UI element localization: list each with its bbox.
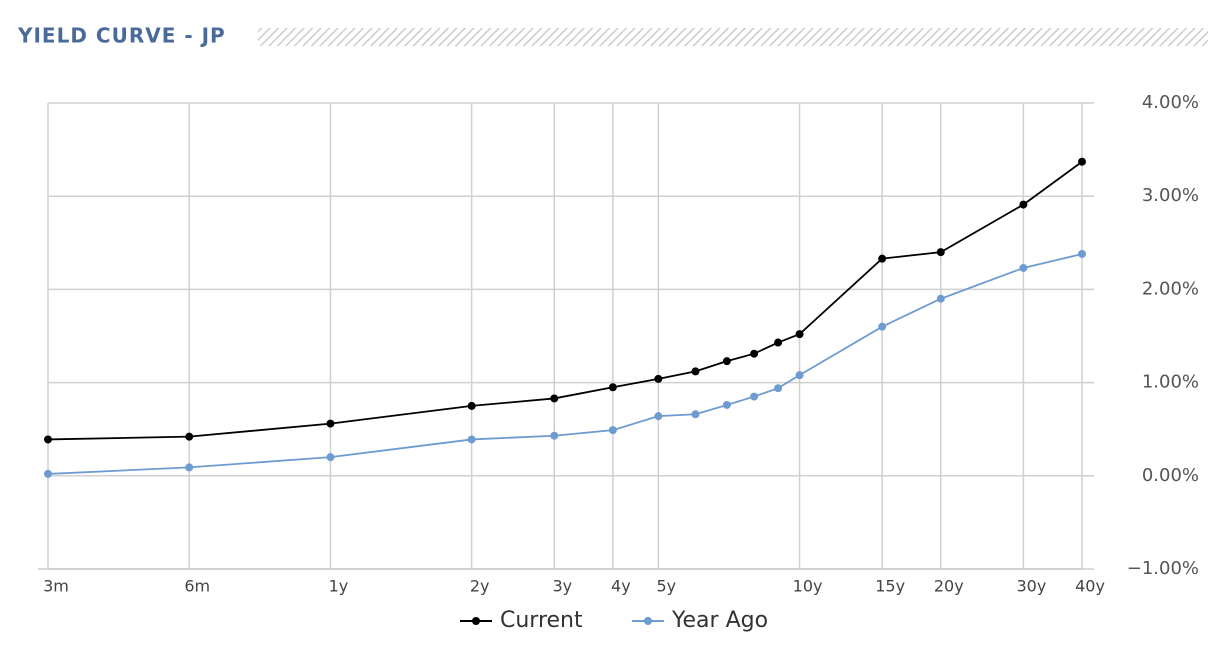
data-point — [467, 401, 476, 410]
y-tick-label: 4.00% — [1142, 92, 1199, 113]
data-point — [467, 435, 476, 444]
data-point — [750, 349, 759, 358]
data-point — [691, 410, 700, 419]
legend-marker — [472, 617, 480, 625]
x-tick-label: 30y — [1016, 577, 1046, 596]
chart-title: YIELD CURVE - JP — [17, 24, 226, 48]
x-tick-label: 15y — [875, 577, 905, 596]
data-point — [722, 357, 731, 366]
data-point — [1078, 157, 1086, 166]
y-tick-label: 0.00% — [1142, 465, 1199, 486]
x-tick-label: 3m — [43, 577, 69, 596]
x-tick-label: 1y — [329, 577, 349, 596]
data-point — [654, 412, 663, 421]
data-point — [774, 384, 783, 393]
data-point — [326, 419, 335, 428]
data-point — [44, 435, 52, 444]
x-tick-label: 4y — [611, 577, 631, 596]
y-tick-label: −1.00% — [1127, 558, 1199, 579]
y-tick-label: 1.00% — [1142, 372, 1199, 393]
data-point — [750, 392, 759, 401]
data-point — [936, 248, 945, 257]
x-tick-label: 3y — [552, 577, 572, 596]
title-decoration — [258, 28, 1208, 46]
data-point — [44, 469, 52, 478]
x-tick-label: 5y — [657, 577, 677, 596]
legend-label: Current — [500, 608, 583, 633]
legend-label: Year Ago — [671, 608, 768, 633]
series-line — [47, 253, 1083, 475]
data-point — [795, 371, 804, 380]
x-tick-label: 20y — [934, 577, 964, 596]
data-point — [878, 322, 887, 331]
x-tick-label: 2y — [470, 577, 490, 596]
data-point — [185, 432, 194, 441]
data-point — [722, 400, 731, 409]
data-point — [550, 431, 559, 440]
data-point — [774, 338, 783, 347]
data-point — [795, 330, 804, 339]
data-point — [1019, 200, 1028, 209]
data-point — [608, 383, 617, 392]
data-point — [326, 453, 335, 462]
y-tick-label: 3.00% — [1142, 185, 1199, 206]
data-point — [550, 394, 559, 403]
x-tick-label: 10y — [793, 577, 823, 596]
y-tick-label: 2.00% — [1142, 278, 1199, 299]
data-point — [185, 463, 194, 472]
x-tick-label: 40y — [1075, 577, 1105, 596]
data-point — [1019, 263, 1028, 272]
data-point — [878, 254, 887, 263]
data-point — [654, 374, 663, 383]
legend-marker — [644, 617, 652, 625]
x-tick-label: 6m — [184, 577, 210, 596]
data-point — [1078, 249, 1086, 258]
data-point — [936, 294, 945, 303]
series-line — [47, 160, 1083, 441]
data-point — [691, 367, 700, 376]
data-point — [608, 426, 617, 435]
